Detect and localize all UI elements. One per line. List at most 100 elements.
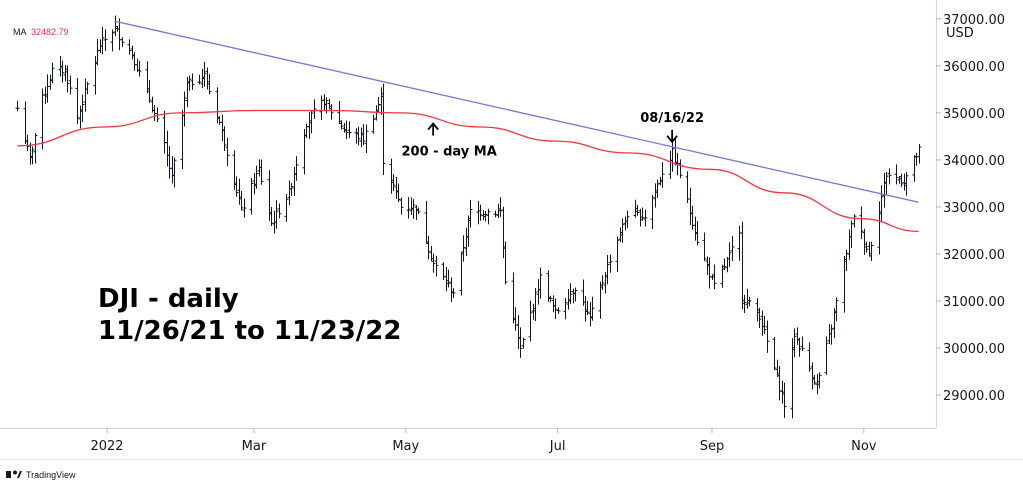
price-bar [30,146,35,165]
price-bar [693,216,698,241]
price-bar [307,112,312,139]
price-bar [877,201,882,255]
price-bar [396,183,401,203]
price-bar [464,227,469,257]
price-bar [254,165,259,189]
price-bar [844,249,849,272]
price-bar [43,86,48,105]
price-bar [511,272,516,324]
price-bar [65,65,70,93]
price-bar [381,83,386,175]
price-bar [765,320,770,353]
price-bar [78,105,83,129]
price-bar [553,298,558,320]
price-bar [556,307,561,314]
price-bar [486,208,491,225]
price-bar [847,229,852,260]
price-bar [429,245,434,262]
price-bar [528,300,533,342]
price-bar [673,138,678,166]
price-bar [93,56,98,95]
price-bar [902,173,907,191]
price-bar [812,375,817,385]
price-bar [493,210,498,218]
price-bar [800,336,805,352]
price-bar [521,337,526,349]
price-bar [347,121,352,139]
x-tick-label: Nov [851,439,877,454]
price-bar [411,199,416,219]
price-bar [660,162,665,188]
price-bar [319,95,324,120]
price-bar [222,126,227,151]
price-bar [145,61,150,94]
y-axis-ticks: 37000.00 36000.00 35000.00 34000.00 33000.00… [936,13,1005,404]
price-bar [904,172,909,196]
price-bar [165,130,170,167]
price-bar [399,197,404,215]
price-bar [100,26,105,55]
price-bar [277,203,282,219]
price-bar [359,127,364,148]
price-bar [730,235,735,262]
price-bar [237,178,242,205]
price-bar [284,193,289,222]
price-bar [501,206,506,259]
price-bar [815,373,820,395]
brand-name: TradingView [26,470,76,480]
price-bars [15,15,922,419]
price-bar [451,288,456,299]
price-bar [852,214,857,228]
price-bar [75,77,80,125]
price-bar [40,88,45,150]
price-bar [356,126,361,146]
price-bar [772,336,777,371]
price-bar [389,158,394,194]
price-bar [498,197,503,217]
date-range-label: 11/26/21 to 11/23/22 [98,316,401,346]
price-bar [869,241,874,262]
price-bar [287,180,292,206]
price-bar [762,315,767,335]
price-bar [608,254,613,273]
price-bar [83,78,88,112]
price-bar [361,124,366,146]
price-bar [444,267,449,292]
price-bar [414,205,419,220]
x-tick-label: May [392,439,419,454]
price-bar [640,207,645,221]
price-bar [483,210,488,222]
price-bar [120,37,125,48]
price-bar [406,197,411,219]
ma-indicator-value: 32482.79 [31,27,69,37]
price-bar [394,176,399,199]
price-bar [187,75,192,91]
price-bar [424,200,429,244]
price-bar [269,207,274,226]
price-bar [379,87,384,115]
price-bar [182,91,187,127]
y-tick-label: 31000.00 [943,295,1005,310]
price-bar [678,159,683,179]
price-bar [817,372,822,389]
price-bar [707,257,712,289]
currency-label: USD [946,26,974,41]
y-tick-label: 35000.00 [943,107,1005,122]
y-tick-label: 33000.00 [943,201,1005,216]
price-bar [747,296,752,307]
price-bar [391,174,396,192]
price-bar [757,307,762,328]
price-bar [294,156,299,181]
price-bar [722,258,727,271]
price-bar [364,124,369,154]
price-bar [354,128,359,144]
price-bar [625,210,630,228]
price-bar [289,183,294,196]
price-bar [548,295,553,303]
price-bar [655,179,660,199]
price-bar [172,157,177,188]
price-bar [702,232,707,262]
x-tick-label: 2022 [90,439,123,454]
price-bar [824,336,829,375]
